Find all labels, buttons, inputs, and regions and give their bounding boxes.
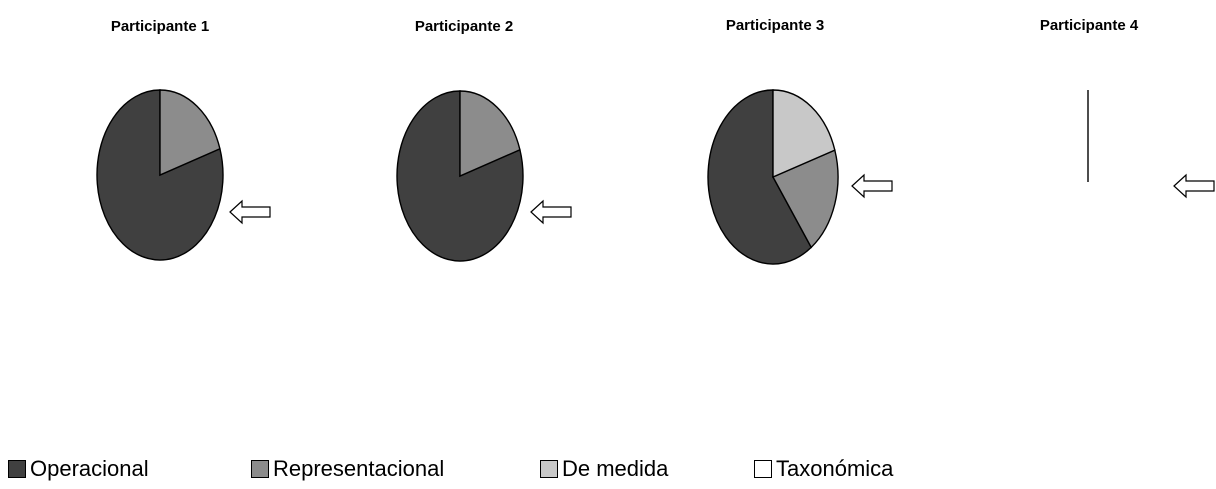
pie-chart-4: Participante 4 xyxy=(1040,17,1215,199)
legend-item-representacional: Representacional xyxy=(251,454,444,484)
legend-swatch xyxy=(540,460,558,478)
legend-swatch xyxy=(754,460,772,478)
legend-swatch xyxy=(8,460,26,478)
legend-label: Representacional xyxy=(273,456,445,481)
legend-label: Taxonómica xyxy=(776,456,894,481)
legend-item-de-medida: De medida xyxy=(540,454,668,484)
left-arrow-icon xyxy=(229,199,271,225)
legend-item-operacional: Operacional xyxy=(8,454,149,484)
left-arrow-icon xyxy=(1173,173,1215,199)
legend-item-taxonomica: Taxonómica xyxy=(754,454,893,484)
pie-chart-3: Participante 3 xyxy=(707,17,893,265)
legend-label: De medida xyxy=(562,456,669,481)
chart-title: Participante 2 xyxy=(415,18,513,35)
legend-label: Operacional xyxy=(30,456,149,481)
chart-title: Participante 3 xyxy=(726,17,824,34)
pie-slice-representacional xyxy=(159,89,221,177)
legend-swatch xyxy=(251,460,269,478)
pie-chart-1: Participante 1 xyxy=(96,18,271,261)
pie-slice-representacional xyxy=(772,149,839,249)
pie-slice-de-medida xyxy=(772,89,836,179)
pie-slice-representacional xyxy=(459,90,521,178)
pie-chart-2: Participante 2 xyxy=(396,18,572,262)
pie-slice-operacional xyxy=(707,89,813,265)
chart-title: Participante 4 xyxy=(1040,17,1139,34)
left-arrow-icon xyxy=(530,199,572,225)
left-arrow-icon xyxy=(851,173,893,199)
chart-title: Participante 1 xyxy=(111,18,209,35)
